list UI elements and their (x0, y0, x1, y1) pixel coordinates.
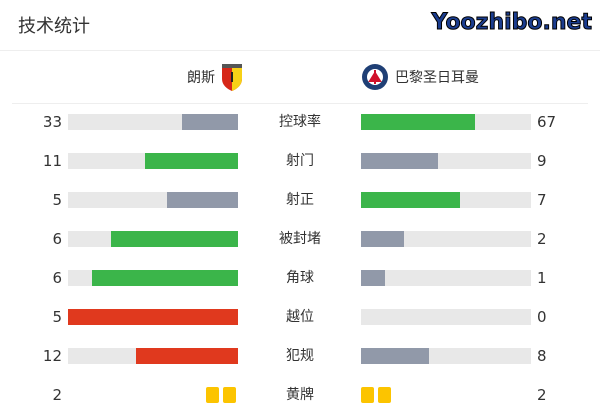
home-bar (68, 348, 238, 364)
away-bar-fill (361, 348, 429, 364)
away-value: 9 (537, 152, 547, 170)
watermark: Yoozhibo.net (431, 10, 592, 36)
divider (0, 50, 600, 51)
yellow-card-icon (206, 387, 219, 403)
stat-label: 被封堵 (279, 231, 321, 247)
away-bar-fill (361, 114, 475, 130)
home-value: 2 (52, 386, 62, 404)
away-bar-fill (361, 231, 404, 247)
home-bar-fill (110, 231, 238, 247)
home-bar-fill (92, 270, 238, 286)
stat-label: 越位 (286, 309, 314, 325)
home-cards (206, 387, 236, 403)
stat-row-yellow-cards: 2 黄牌 2 (0, 385, 600, 405)
away-bar (361, 114, 531, 130)
stat-row: 12 犯规 8 (0, 346, 600, 366)
away-team-name: 巴黎圣日耳曼 (395, 70, 479, 86)
divider (12, 103, 588, 104)
stat-label: 黄牌 (286, 387, 314, 403)
away-bar-fill (361, 153, 438, 169)
home-bar (68, 153, 238, 169)
away-bar-fill (361, 192, 461, 208)
stat-row: 5 越位 0 (0, 307, 600, 327)
page-title: 技术统计 (18, 16, 90, 37)
stat-row: 11 射门 9 (0, 151, 600, 171)
away-value: 8 (537, 347, 547, 365)
away-bar (361, 309, 531, 325)
away-value: 1 (537, 269, 547, 287)
home-value: 6 (52, 230, 62, 248)
away-bar (361, 192, 531, 208)
home-bar (68, 114, 238, 130)
home-value: 33 (42, 113, 62, 131)
home-bar-fill (136, 348, 238, 364)
away-bar (361, 231, 531, 247)
stat-row: 6 角球 1 (0, 268, 600, 288)
stat-label: 角球 (286, 270, 314, 286)
home-bar-fill (144, 153, 238, 169)
rc-lens-crest-icon (222, 64, 242, 91)
away-cards (361, 387, 391, 403)
away-value: 0 (537, 308, 547, 326)
home-bar-fill (167, 192, 238, 208)
home-value: 12 (42, 347, 62, 365)
stat-label: 射门 (286, 153, 314, 169)
home-value: 5 (52, 308, 62, 326)
yellow-card-icon (361, 387, 374, 403)
stat-label: 控球率 (279, 114, 321, 130)
home-bar (68, 192, 238, 208)
yellow-card-icon (223, 387, 236, 403)
away-team: 巴黎圣日耳曼 (361, 64, 479, 90)
home-value: 5 (52, 191, 62, 209)
stat-label: 犯规 (286, 348, 314, 364)
away-bar (361, 153, 531, 169)
home-team-name: 朗斯 (187, 70, 215, 86)
stat-row: 33 控球率 67 (0, 112, 600, 132)
away-bar (361, 348, 531, 364)
yellow-card-icon (378, 387, 391, 403)
away-value: 67 (537, 113, 557, 131)
away-bar (361, 270, 531, 286)
home-bar (68, 231, 238, 247)
away-value: 2 (537, 386, 547, 404)
home-bar-fill (68, 309, 238, 325)
home-value: 6 (52, 269, 62, 287)
stat-label: 射正 (286, 192, 314, 208)
away-value: 7 (537, 191, 547, 209)
home-value: 11 (42, 152, 62, 170)
away-value: 2 (537, 230, 547, 248)
home-bar (68, 270, 238, 286)
home-bar (68, 309, 238, 325)
stat-row: 6 被封堵 2 (0, 229, 600, 249)
stat-row: 5 射正 7 (0, 190, 600, 210)
psg-crest-icon (362, 64, 388, 90)
away-bar-fill (361, 270, 386, 286)
home-bar-fill (181, 114, 238, 130)
home-team: 朗斯 (187, 64, 243, 91)
